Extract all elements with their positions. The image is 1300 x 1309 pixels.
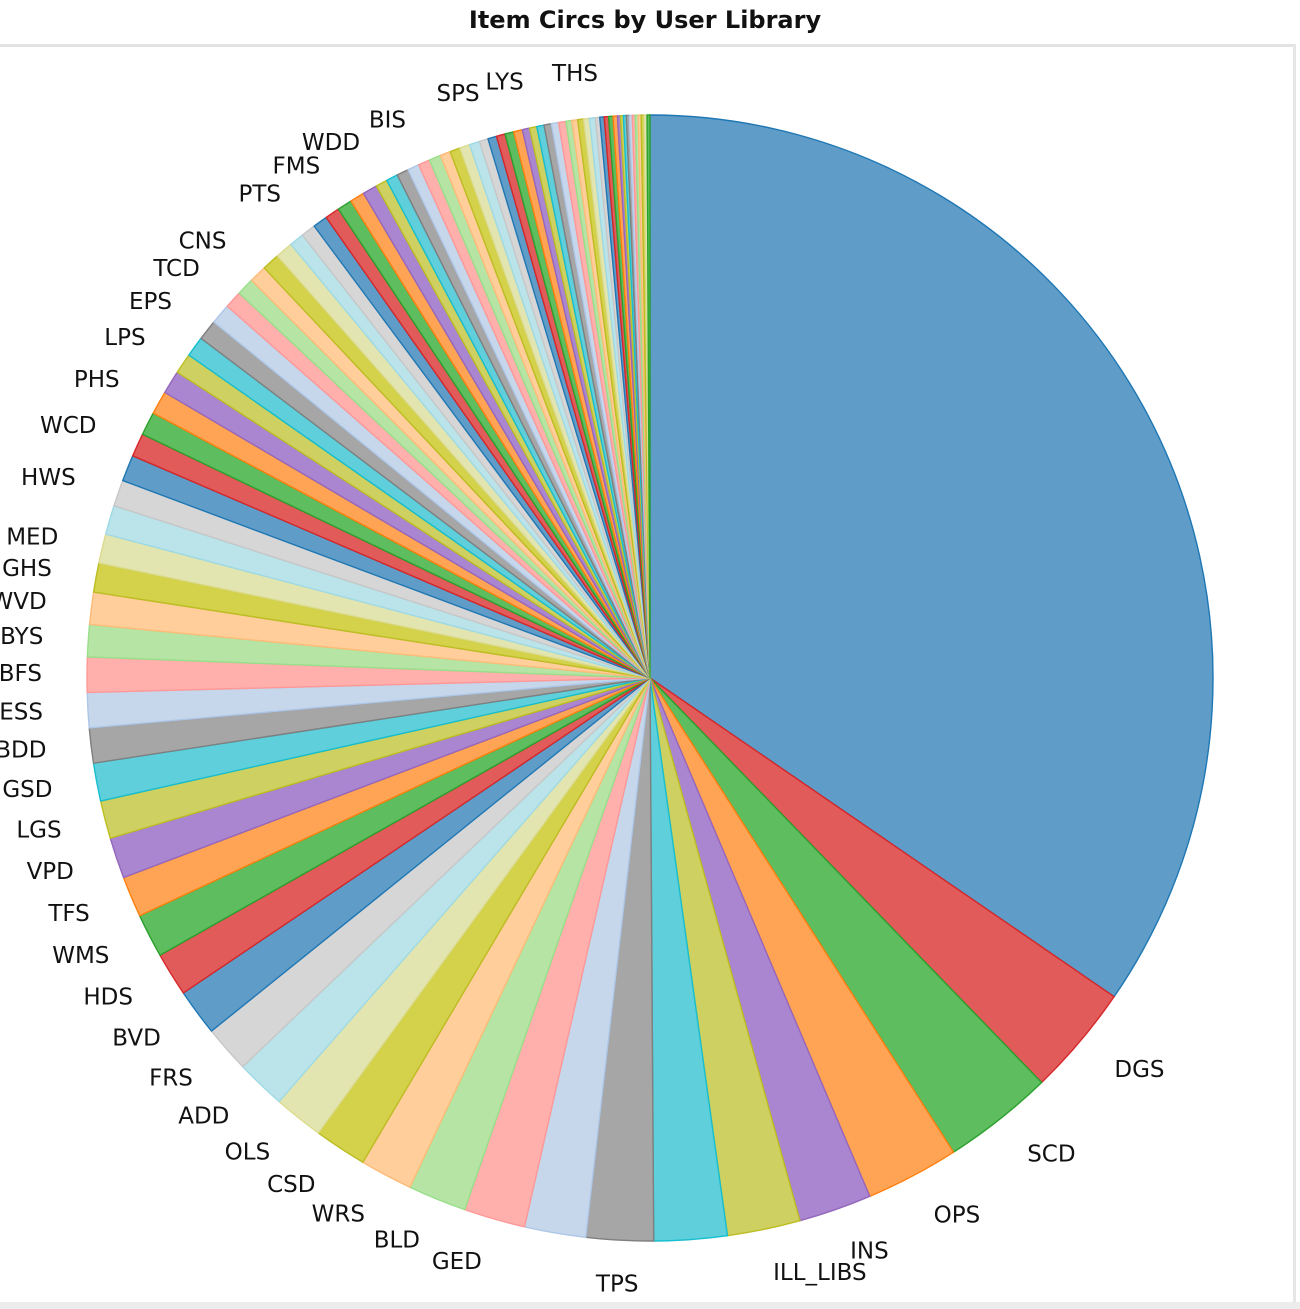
slice-label-eps: EPS	[129, 289, 172, 315]
slice-label-ols: OLS	[225, 1139, 271, 1165]
slice-label-wcd: WCD	[40, 413, 97, 439]
slice-label-med: MED	[6, 525, 58, 551]
slice-label-bdd: BDD	[0, 738, 46, 764]
slice-label-scd: SCD	[1027, 1141, 1075, 1167]
slice-label-pts: PTS	[238, 181, 281, 207]
slice-label-lys: LYS	[485, 70, 523, 96]
slice-label-wms: WMS	[52, 943, 109, 969]
slice-label-bld: BLD	[374, 1227, 420, 1253]
slice-label-vpd: VPD	[27, 859, 74, 885]
slice-label-wdd: WDD	[302, 130, 360, 156]
slice-label-lgs: LGS	[16, 818, 61, 844]
slice-label-tps: TPS	[595, 1272, 639, 1298]
slice-label-bvd: BVD	[112, 1026, 161, 1052]
slice-label-add: ADD	[178, 1104, 229, 1130]
slice-label-phs: PHS	[74, 367, 120, 393]
slice-label-hws: HWS	[21, 465, 76, 491]
slice-label-cns: CNS	[179, 228, 227, 254]
slice-label-tcd: TCD	[152, 256, 199, 282]
slice-label-wvd: WVD	[0, 589, 47, 615]
slice-label-ghs: GHS	[2, 556, 52, 582]
slice-label-fms: FMS	[273, 154, 321, 180]
slice-label-ops: OPS	[934, 1202, 981, 1228]
slice-label-ths: THS	[551, 61, 598, 87]
chart-title: Item Circs by User Library	[468, 6, 822, 34]
slice-label-ged: GED	[432, 1249, 482, 1275]
right-divider	[1293, 44, 1296, 1304]
slice-label-sps: SPS	[437, 81, 480, 107]
pie-slices	[86, 114, 1214, 1242]
slice-label-csd: CSD	[267, 1172, 315, 1198]
top-divider	[0, 44, 1296, 47]
slice-label-wrs: WRS	[312, 1202, 365, 1228]
slice-label-hds: HDS	[83, 985, 133, 1011]
slice-label-ins: INS	[850, 1239, 889, 1265]
slice-label-bys: BYS	[0, 624, 43, 650]
slice-label-tfs: TFS	[47, 901, 89, 927]
slice-label-dgs: DGS	[1114, 1057, 1164, 1083]
bottom-divider	[0, 1302, 1300, 1309]
slice-label-bis: BIS	[369, 108, 406, 134]
pie-slice-0	[649, 114, 1214, 998]
slice-label-ess: ESS	[0, 699, 43, 725]
slice-label-ill_libs: ILL_LIBS	[773, 1260, 866, 1286]
pie-slice-94	[646, 114, 651, 679]
slice-label-lps: LPS	[104, 325, 145, 351]
slice-label-frs: FRS	[149, 1065, 193, 1091]
slice-label-gsd: GSD	[2, 777, 52, 803]
slice-label-bfs: BFS	[0, 661, 42, 687]
